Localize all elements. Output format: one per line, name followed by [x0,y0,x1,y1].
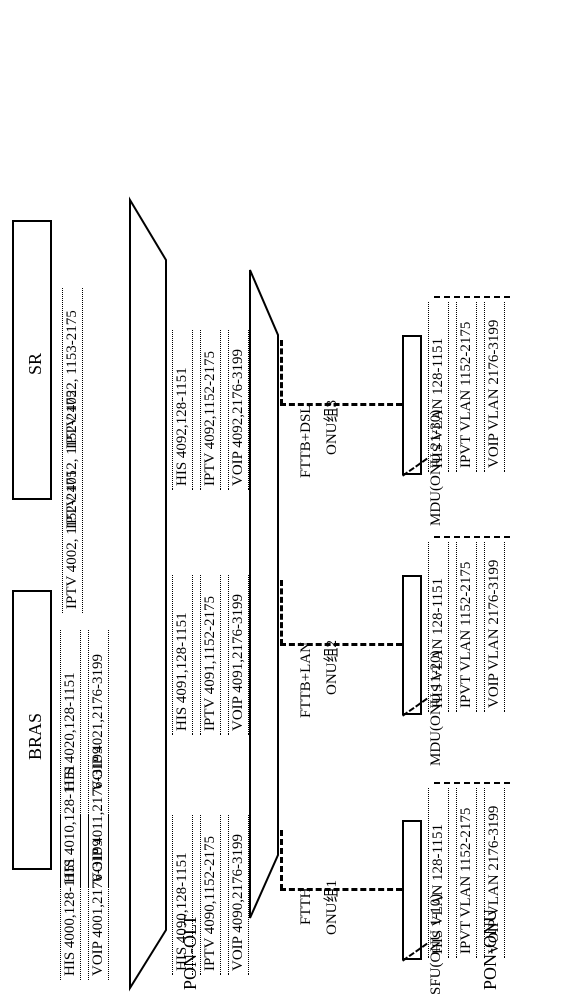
onu-box-1 [402,820,422,960]
onu2-row: HIS VLAN 128-1151 [428,542,449,712]
left-row: HIS 4020,128-1151 [60,630,81,795]
dash-g3a [280,340,283,405]
link-bottom-2: ONU组2 [320,640,341,695]
label-sr: SR [25,353,46,375]
dash-g2a [280,580,283,645]
onu1-row: IPVT VLAN 1152-2175 [456,788,477,958]
mid-row: IPTV 4090,1152-2175 [200,815,221,975]
mid-row: VOIP 4091,2176-3199 [228,575,249,735]
onu2-row: IPVT VLAN 1152-2175 [456,542,477,712]
onu3-row: HIS VLAN 128-1151 [428,302,449,472]
mid-row: HIS 4091,128-1151 [172,575,193,735]
mid-row: IPTV 4092,1152-2175 [200,330,221,490]
onu2-row: VOIP VLAN 2176-3199 [484,542,505,712]
label-bras: BRAS [25,713,46,760]
link-top-3: FTTB+DSL [298,405,315,478]
mid-row: VOIP 4092,2176-3199 [228,330,249,490]
link-bottom-1: ONU组1 [320,880,341,935]
mid-row: VOIP 4090,2176-3199 [228,815,249,975]
link-top-1: FTTH [298,888,315,926]
onu1-row: HIS VLAN 128-1151 [428,788,449,958]
mid-row: HIS 4090,128-1151 [172,815,193,975]
onu1-top-dash [434,782,510,784]
dash-g1a [280,830,283,890]
onu3-row: VOIP VLAN 2176-3199 [484,302,505,472]
link-bottom-3: ONU组3 [320,400,341,455]
onu-box-2 [402,575,422,715]
mid-row: IPTV 4091,1152-2175 [200,575,221,735]
left-row: VOIP 4021,2176-3199 [88,630,109,795]
trap-inner [250,270,300,920]
onu2-top-dash [434,536,510,538]
onu-box-3 [402,335,422,475]
mid-row: HIS 4092,128-1151 [172,330,193,490]
link-top-2: FTTB+LAN [298,642,315,718]
left-row: IPTV 4022, 1153-2175 [62,288,83,453]
onu3-row: IPVT VLAN 1152-2175 [456,302,477,472]
onu3-top-dash [434,296,510,298]
onu1-row: VOIP VLAN 2176-3199 [484,788,505,958]
